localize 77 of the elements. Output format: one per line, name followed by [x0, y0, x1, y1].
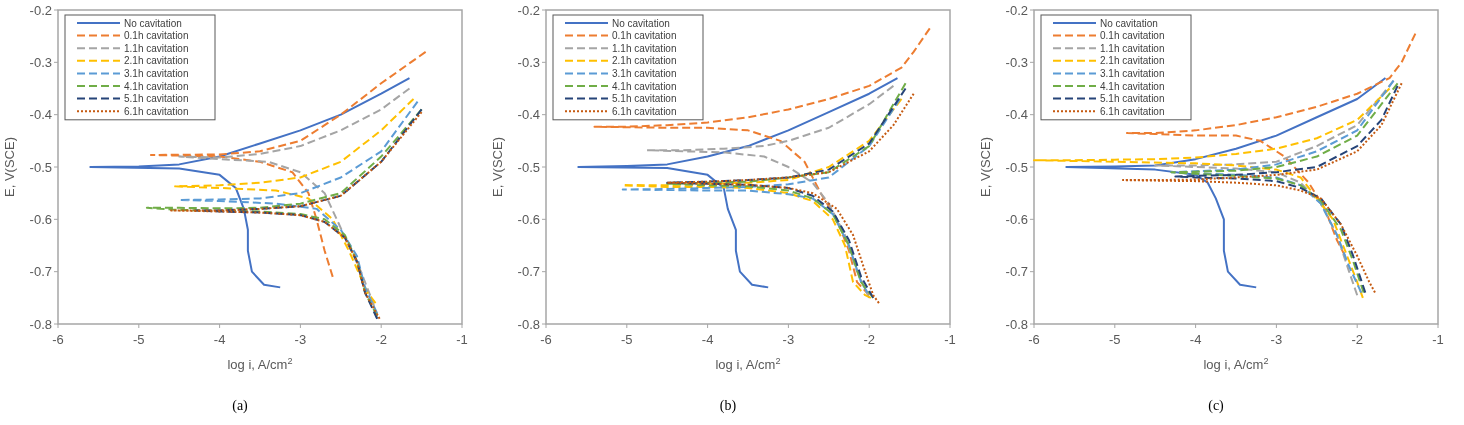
legend-label: 6.1h cavitation: [124, 105, 189, 117]
x-tick-label: -5: [1109, 332, 1121, 347]
legend-label: 1.1h cavitation: [124, 42, 189, 54]
x-tick-label: -5: [133, 332, 145, 347]
legend-label: 6.1h cavitation: [612, 105, 677, 117]
y-tick-label: -0.8: [29, 316, 52, 332]
x-tick-label: -4: [1189, 332, 1202, 347]
y-tick-label: -0.2: [517, 2, 540, 18]
legend-label: 1.1h cavitation: [612, 42, 677, 54]
x-tick-label: -1: [456, 332, 468, 347]
x-tick-label: -3: [1270, 332, 1283, 347]
y-tick-label: -0.6: [29, 211, 52, 227]
y-tick-label: -0.5: [517, 159, 540, 175]
y-axis-title: E, V(SCE): [978, 137, 993, 197]
y-tick-label: -0.8: [517, 316, 540, 332]
y-tick-label: -0.4: [1005, 107, 1028, 123]
y-axis-title: E, V(SCE): [2, 137, 17, 197]
legend-label: 6.1h cavitation: [1100, 105, 1165, 117]
x-tick-label: -4: [213, 332, 226, 347]
y-tick-label: -0.5: [1005, 159, 1028, 175]
legend-label: 4.1h cavitation: [612, 80, 677, 92]
x-tick-label: -5: [621, 332, 633, 347]
y-tick-label: -0.4: [29, 107, 52, 123]
x-tick-label: -2: [375, 332, 387, 347]
legend-label: 0.1h cavitation: [1100, 30, 1165, 42]
x-tick-label: -1: [944, 332, 956, 347]
x-tick-label: -2: [1351, 332, 1363, 347]
x-tick-label: -3: [782, 332, 795, 347]
line-series: [89, 77, 411, 289]
legend-label: No cavitation: [1100, 17, 1158, 29]
text: (c): [1208, 398, 1225, 414]
y-tick-label: -0.6: [1005, 211, 1028, 227]
x-tick-label: -4: [701, 332, 714, 347]
x-tick-label: -6: [1028, 332, 1040, 347]
y-tick-label: -0.3: [1005, 54, 1028, 70]
y-tick-label: -0.2: [1005, 2, 1028, 18]
x-axis-title: log i, A/cm$^{2}$: [715, 356, 781, 372]
y-tick-label: -0.2: [29, 2, 52, 18]
x-tick-label: -6: [540, 332, 552, 347]
text: (a): [232, 398, 249, 414]
line-series: [1121, 82, 1403, 294]
line-series: [1065, 77, 1387, 289]
line-series: [577, 77, 899, 289]
legend-label: No cavitation: [612, 17, 670, 29]
legend-label: 2.1h cavitation: [124, 55, 189, 67]
y-tick-label: -0.7: [29, 264, 52, 280]
y-tick-label: -0.4: [517, 107, 540, 123]
legend-label: 4.1h cavitation: [1100, 80, 1165, 92]
legend-label: 0.1h cavitation: [124, 30, 189, 42]
y-tick-label: -0.7: [517, 264, 540, 280]
legend-label: 0.1h cavitation: [612, 30, 677, 42]
legend-label: 2.1h cavitation: [1100, 55, 1165, 67]
line-series: [593, 27, 931, 297]
x-axis-title: log i, A/cm$^{2}$: [1203, 356, 1269, 372]
y-axis-title: E, V(SCE): [490, 137, 505, 197]
legend-label: 3.1h cavitation: [1100, 67, 1165, 79]
legend-label: No cavitation: [124, 17, 182, 29]
x-tick-label: -1: [1432, 332, 1444, 347]
y-tick-label: -0.8: [1005, 316, 1028, 332]
y-tick-label: -0.7: [1005, 264, 1028, 280]
legend-label: 4.1h cavitation: [124, 80, 189, 92]
y-tick-label: -0.3: [517, 54, 540, 70]
x-tick-label: -2: [863, 332, 875, 347]
x-axis-title: log i, A/cm$^{2}$: [227, 356, 293, 372]
y-tick-label: -0.5: [29, 159, 52, 175]
legend-label: 2.1h cavitation: [612, 55, 677, 67]
y-tick-label: -0.3: [29, 54, 52, 70]
legend-label: 3.1h cavitation: [612, 67, 677, 79]
legend-label: 1.1h cavitation: [1100, 42, 1165, 54]
x-tick-label: -3: [294, 332, 307, 347]
x-tick-label: -6: [52, 332, 64, 347]
y-tick-label: -0.6: [517, 211, 540, 227]
legend-label: 5.1h cavitation: [124, 93, 189, 105]
text: (b): [719, 398, 737, 414]
legend-label: 5.1h cavitation: [612, 93, 677, 105]
legend-label: 3.1h cavitation: [124, 67, 189, 79]
legend-label: 5.1h cavitation: [1100, 93, 1165, 105]
